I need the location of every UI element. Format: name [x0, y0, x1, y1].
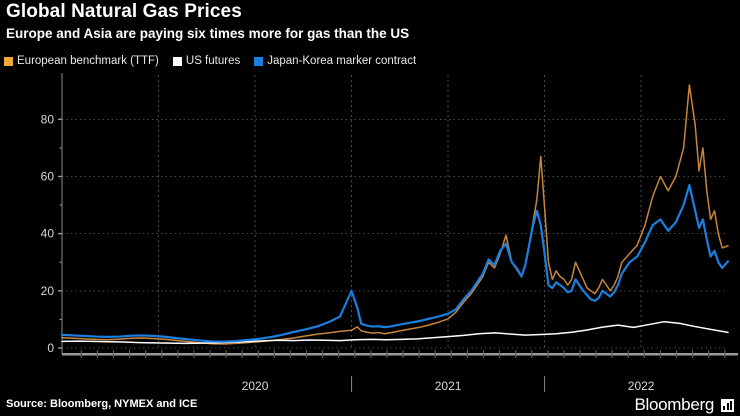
legend-item-ttf[interactable]: European benchmark (TTF) [4, 55, 159, 68]
bloomberg-wordmark: Bloomberg [634, 395, 714, 414]
page-subtitle: Europe and Asia are paying six times mor… [6, 26, 410, 41]
bloomberg-bars-icon [721, 399, 734, 412]
y-axis-tick-label: 40 [41, 227, 55, 241]
series-line [61, 320, 729, 345]
y-axis-tick-label: 0 [47, 341, 54, 355]
x-axis-tick-label: 2020 [242, 379, 269, 393]
legend-swatch-icon-jkm [254, 57, 264, 67]
x-axis-tick-label: 2021 [435, 379, 462, 393]
chart-legend: European benchmark (TTF) US futures Japa… [4, 55, 430, 68]
series-line [61, 84, 729, 345]
x-axis-tick-label: 2022 [628, 379, 655, 393]
y-axis-tick-label: 60 [41, 169, 55, 183]
page-title: Global Natural Gas Prices [6, 1, 242, 22]
chart-footer: Source: Bloomberg, NYMEX and ICE Bloombe… [0, 395, 740, 416]
legend-swatch-icon-ttf [4, 57, 13, 67]
legend-swatch-icon-us [172, 57, 182, 67]
legend-label-us: US futures [185, 55, 241, 67]
source-note: Source: Bloomberg, NYMEX and ICE [6, 398, 198, 410]
y-axis-tick-label: 20 [41, 284, 55, 298]
legend-item-us[interactable]: US futures [172, 55, 241, 68]
y-axis-tick-label: 80 [41, 112, 55, 126]
legend-item-jkm[interactable]: Japan-Korea marker contract [254, 55, 417, 68]
legend-label-jkm: Japan-Korea marker contract [267, 55, 417, 67]
legend-label-ttf: European benchmark (TTF) [17, 55, 159, 67]
series-line [60, 183, 730, 343]
